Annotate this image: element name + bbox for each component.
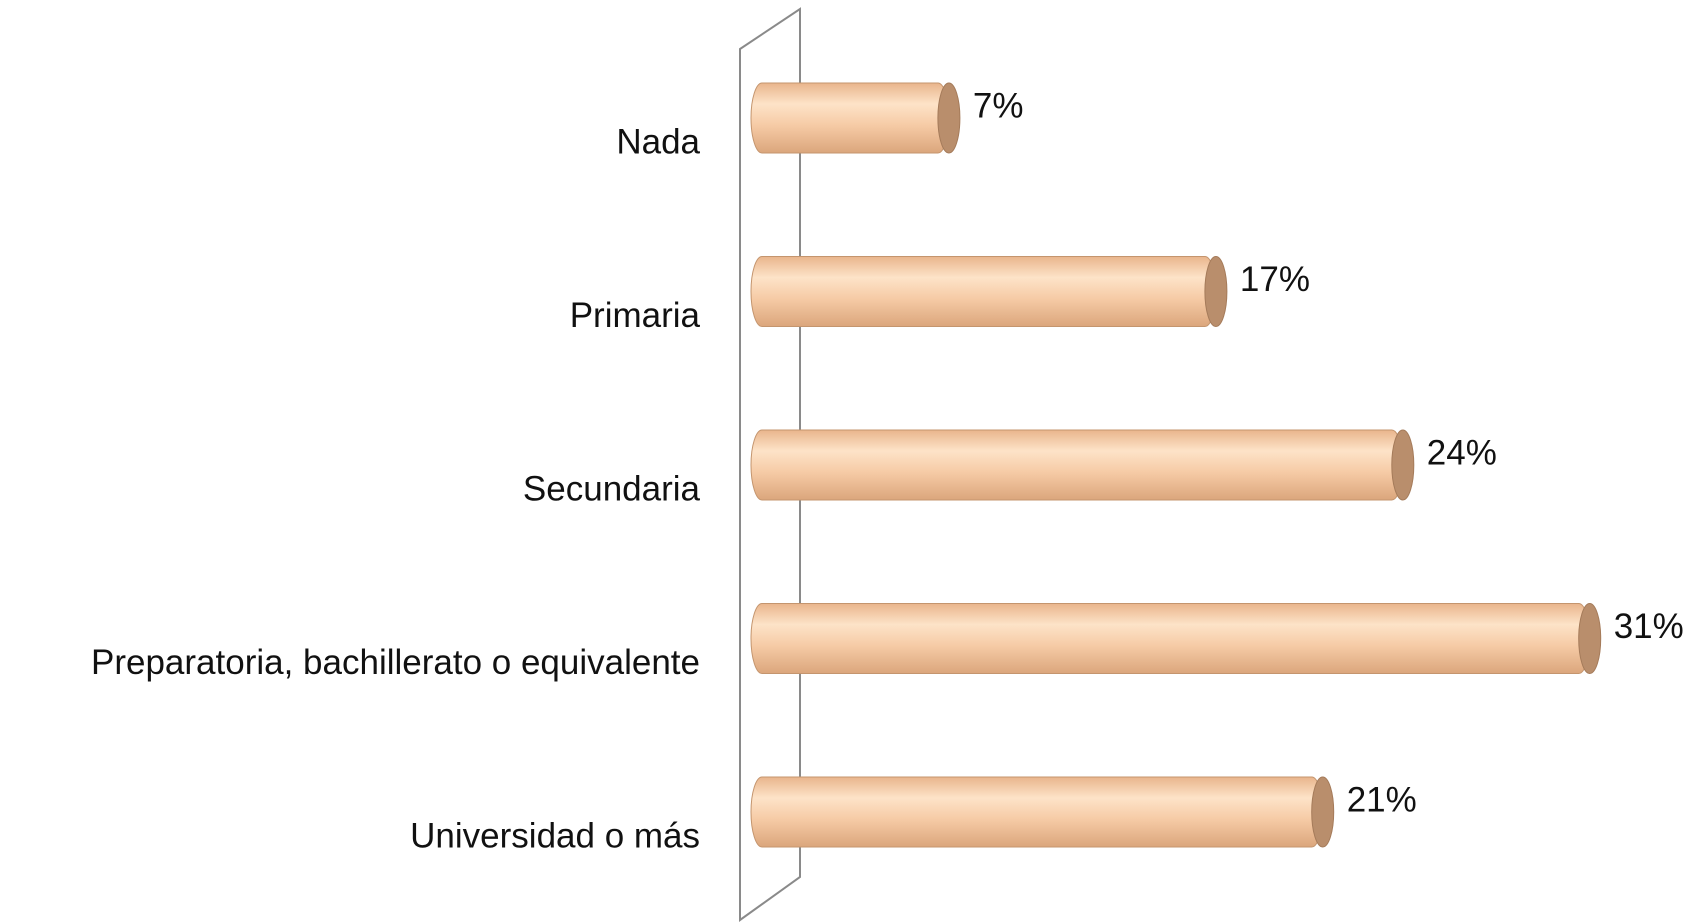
category-label: Nada xyxy=(616,122,700,161)
axis-wall xyxy=(739,7,801,922)
plot: Nada 7% Primaria 17% Secundaria 24% Preparator… xyxy=(91,82,1684,855)
category-label: Secundaria xyxy=(523,469,701,508)
category-label: Primaria xyxy=(570,296,701,335)
bar xyxy=(750,776,1324,848)
bar xyxy=(750,82,950,154)
bar-cap xyxy=(1204,256,1228,327)
value-label: 24% xyxy=(1427,433,1497,472)
value-label: 7% xyxy=(973,86,1024,125)
bar-cap xyxy=(1578,603,1602,674)
bar xyxy=(750,603,1591,674)
value-label: 17% xyxy=(1240,260,1310,299)
category-label: Universidad o más xyxy=(410,816,700,855)
value-label: 31% xyxy=(1614,607,1684,646)
category-label: Preparatoria, bachillerato o equivalente xyxy=(91,643,700,682)
bar xyxy=(750,429,1404,501)
value-label: 21% xyxy=(1347,780,1417,819)
bar xyxy=(750,256,1217,327)
bar-cap xyxy=(1311,776,1335,848)
bar-cap xyxy=(1391,429,1415,501)
bar-cap xyxy=(937,82,961,154)
